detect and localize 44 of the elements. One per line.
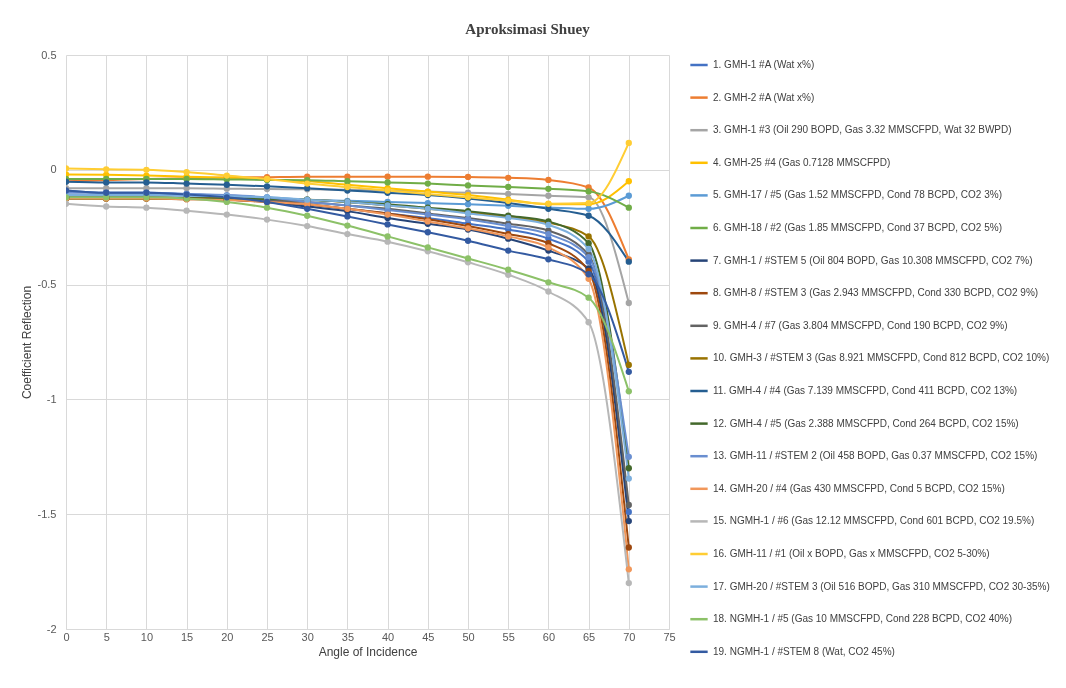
legend-label: 9. GMH-4 / #7 (Gas 3.804 MMSCFPD, Cond 190 BCPD, CO2 9%) (713, 319, 1008, 331)
x-tick-label: 40 (381, 630, 395, 643)
x-axis-title: Angle of Incidence (318, 644, 418, 659)
legend-label: 11. GMH-4 / #4 (Gas 7.139 MMSCFPD, Cond 411 BCPD, CO2 13%) (713, 385, 1018, 396)
legend-label: 5. GMH-17 / #5 (Gas 1.52 MMSCFPD, Cond 78 BCPD, CO2 3%) (713, 189, 1002, 201)
legend-label: 14. GMH-20 / #4 (Gas 430 MMSCFPD, Cond 5 BCPD, CO2 15%) (713, 482, 1005, 494)
x-tick-label: 15 (180, 630, 194, 643)
x-tick-label: 50 (462, 630, 475, 643)
legend-label: 10. GMH-3 / #STEM 3 (Gas 8.921 MMSCFPD, Cond 812 BCPD, CO2 10%) (713, 352, 1050, 364)
chart-title: Aproksimasi Shuey (465, 21, 591, 37)
x-tick-label: 55 (502, 630, 515, 643)
y-tick-label: 0 (50, 163, 57, 176)
legend-label: 12. GMH-4 / #5 (Gas 2.388 MMSCFPD, Cond 264 BCPD, CO2 15%) (713, 417, 1019, 429)
x-tick-label: 30 (301, 630, 314, 643)
legend-label: 17. GMH-20 / #STEM 3 (Oil 516 BOPD, Gas 310 MMSCFPD, CO2 30-35%) (713, 580, 1050, 592)
x-tick-label: 35 (341, 630, 355, 643)
x-tick-label: 25 (261, 630, 274, 643)
legend-label: 2. GMH-2 #A (Wat x%) (713, 91, 815, 103)
x-tick-label: 5 (103, 630, 110, 643)
legend-label: 13. GMH-11 / #STEM 2 (Oil 458 BOPD, Gas 0.37 MMSCFPD, CO2 15%) (713, 450, 1038, 462)
x-tick-label: 70 (623, 630, 636, 643)
legend-label: 3. GMH-1 #3 (Oil 290 BOPD, Gas 3.32 MMSCFPD, Wat 32 BWPD) (713, 124, 1012, 136)
y-tick-label: -0.5 (37, 278, 57, 291)
legend-label: 15. NGMH-1 / #6 (Gas 12.12 MMSCFPD, Cond 601 BCPD, CO2 19.5%) (713, 515, 1035, 527)
y-tick-label: -2 (46, 622, 57, 635)
y-axis-title: Coefficient Reflection (19, 285, 34, 400)
x-tick-label: 0 (63, 630, 70, 643)
legend-label: 7. GMH-1 / #STEM 5 (Oil 804 BOPD, Gas 10.308 MMSCFPD, CO2 7%) (713, 254, 1033, 266)
x-tick-label: 45 (422, 630, 435, 643)
legend-label: 19. NGMH-1 / #STEM 8 (Wat, CO2 45%) (713, 645, 895, 657)
legend-label: 16. GMH-11 / #1 (Oil x BOPD, Gas x MMSCFPD, CO2 5-30%) (713, 548, 990, 559)
x-tick-label: 65 (582, 630, 596, 643)
y-tick-label: 0.5 (41, 48, 57, 61)
x-tick-label: 75 (663, 630, 676, 643)
x-tick-label: 10 (140, 630, 154, 643)
y-tick-label: -1 (46, 392, 57, 405)
y-tick-label: -1.5 (37, 507, 57, 520)
legend-label: 4. GMH-25 #4 (Gas 0.7128 MMSCFPD) (713, 156, 891, 168)
legend-label: 8. GMH-8 / #STEM 3 (Gas 2.943 MMSCFPD, Cond 330 BCPD, CO2 9%) (713, 287, 1039, 299)
x-tick-label: 60 (542, 630, 556, 643)
legend-label: 6. GMH-18 / #2 (Gas 1.85 MMSCFPD, Cond 37 BCPD, CO2 5%) (713, 222, 1002, 233)
legend-label: 1. GMH-1 #A (Wat x%) (713, 59, 815, 70)
legend-label: 18. NGMH-1 / #5 (Gas 10 MMSCFPD, Cond 228 BCPD, CO2 40%) (713, 613, 1012, 625)
x-tick-label: 20 (221, 630, 234, 643)
